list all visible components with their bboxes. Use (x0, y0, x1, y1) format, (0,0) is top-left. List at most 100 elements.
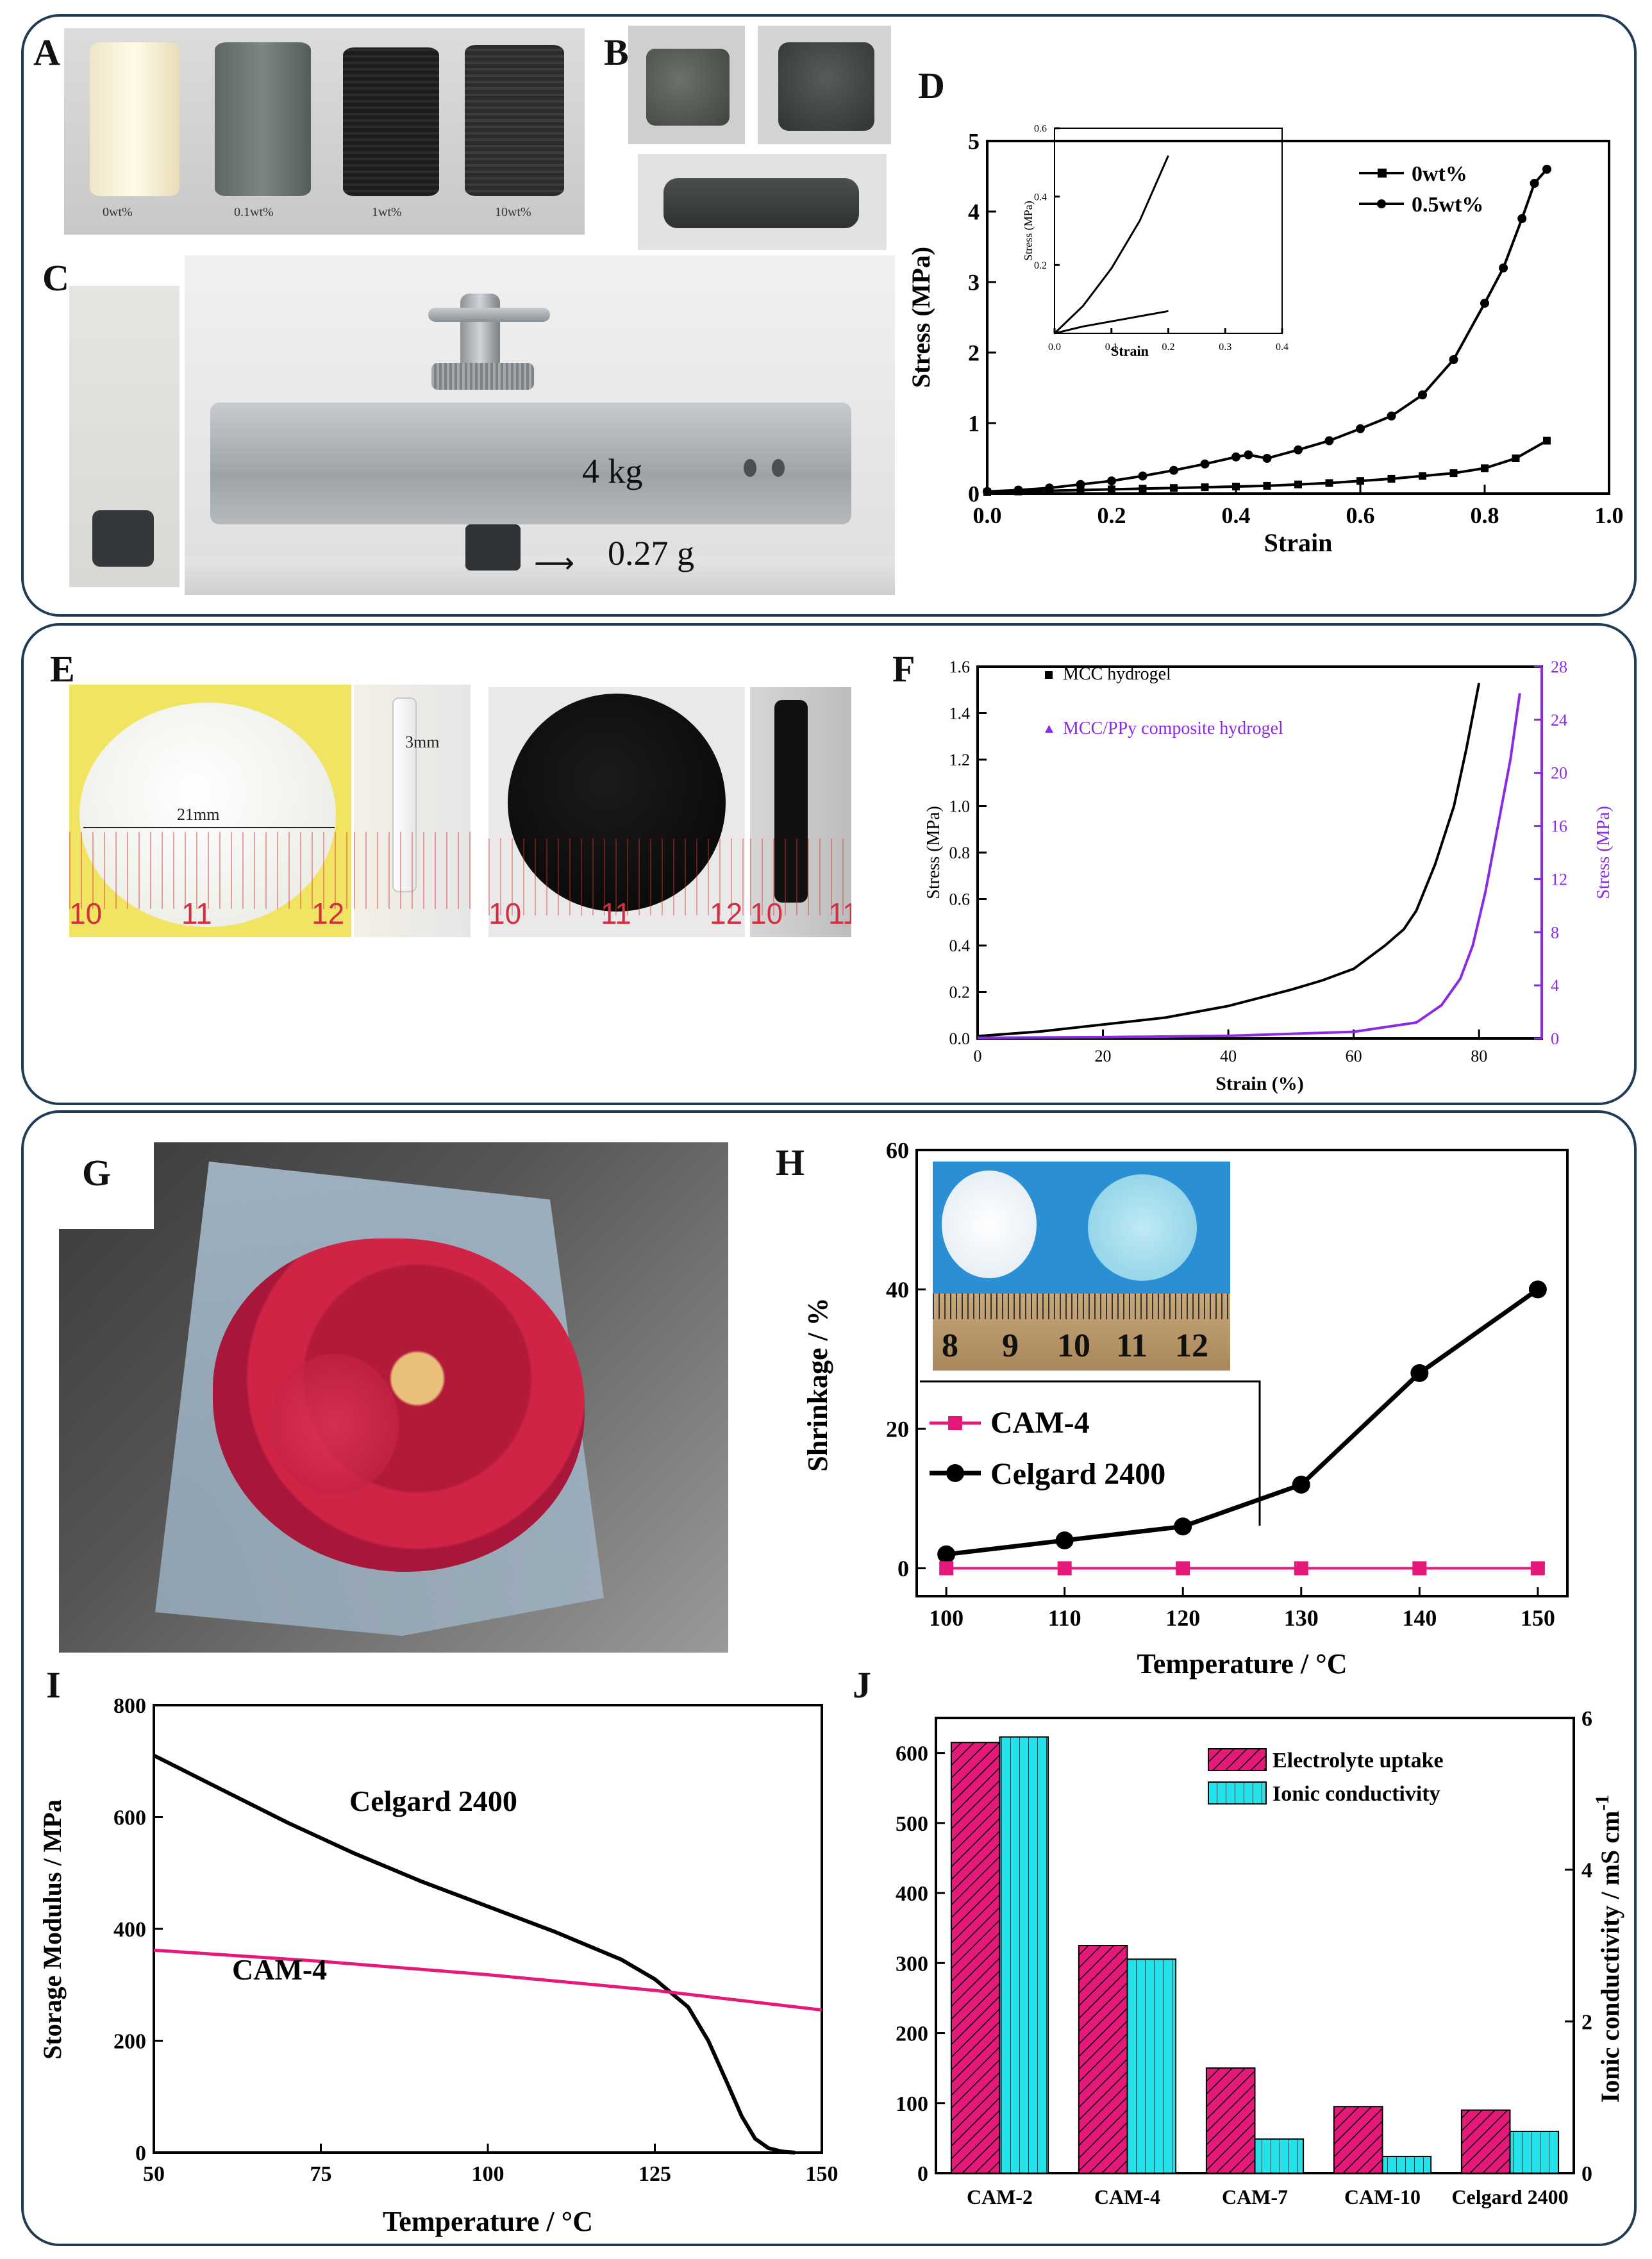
caption-1wt: 1wt% (372, 205, 402, 219)
white-disk (79, 703, 336, 927)
panel-h-inset-photo: 8 9 10 11 12 (933, 1162, 1230, 1371)
y-axis-label: Stress (MPa) (906, 247, 935, 388)
annotation-celgard: Celgard 2400 (349, 1785, 517, 1817)
inset-series-line-0.5wt% (1053, 155, 1169, 335)
data-point (1200, 459, 1210, 469)
y-tick-label: 600 (113, 1806, 146, 1830)
y-axis-label: Stress (MPa) (924, 806, 944, 899)
ruler-number: 11 (181, 897, 212, 930)
caption-0.1wt: 0.1wt% (234, 205, 274, 219)
white-corner (59, 1142, 154, 1229)
bar-ionic-conductivity (1509, 2130, 1560, 2174)
panel-label-d: D (918, 65, 945, 106)
white-disk-side (392, 697, 417, 892)
y-tick-label: 5 (968, 129, 980, 154)
y-right-tick-label: 8 (1551, 923, 1559, 942)
ruler-number: 10 (750, 897, 783, 930)
x-tick-label: Celgard 2400 (1451, 2185, 1568, 2208)
series-line-mcc-ppy (977, 693, 1521, 1039)
chart-f: 0 20 40 60 80 0.0 0.2 0.4 0.6 0.8 1.0 1.2 1.4 1.6 0 4 8 1… (924, 658, 1614, 1094)
x-tick-label: 0.4 (1222, 503, 1251, 528)
inset-x-axis-label: Strain (1111, 343, 1149, 359)
inset-ruler-number: 9 (1002, 1328, 1019, 1364)
y-tick-label: 200 (896, 2022, 928, 2046)
data-point-celgard (1055, 1531, 1074, 1549)
legend-marker (1378, 169, 1387, 178)
thickness-label: 3mm (405, 733, 440, 751)
cylinder-10wt (465, 45, 564, 196)
x-axis-label: Strain (1264, 528, 1333, 557)
x-tick-label: 130 (1284, 1605, 1319, 1631)
data-point (1449, 469, 1458, 478)
axes-frame (986, 140, 1610, 495)
y-tick-label: 3 (968, 270, 980, 296)
y-tick-label: 1.4 (949, 704, 971, 723)
black-disk-side (774, 700, 808, 903)
bar-ionic-conductivity (1254, 2138, 1305, 2174)
cylinder-0.1wt (215, 42, 311, 196)
data-point-celgard (937, 1545, 956, 1563)
chart-d: 0.0 0.2 0.4 0.6 0.8 1.0 0 1 2 3 4 5 Strain Stress (MP… (906, 124, 1624, 557)
mass-label: 0.27 g (608, 534, 694, 572)
x-tick-label: 120 (1165, 1605, 1200, 1631)
annotation-cam4: CAM-4 (232, 1953, 327, 1986)
ruler-number: 10 (488, 897, 522, 930)
data-point-cam4 (1530, 1561, 1545, 1576)
data-point (1231, 452, 1240, 462)
rose-petal-shade (271, 1354, 399, 1495)
membrane-white (942, 1171, 1037, 1278)
knob (460, 294, 500, 371)
x-axis-label: Temperature / °C (1137, 1648, 1347, 1680)
base-plate (185, 556, 895, 595)
inset-y-axis-label: Stress (MPa) (1022, 201, 1035, 261)
series-line-cam4 (153, 1948, 822, 2012)
cylinder-1wt (343, 47, 439, 196)
data-point-celgard (1174, 1517, 1192, 1536)
data-point-cam4 (1294, 1561, 1308, 1576)
data-point (1517, 214, 1527, 223)
panel-b-photo-3 (638, 154, 887, 250)
x-tick-label: 110 (1048, 1605, 1081, 1631)
panel-label-i: I (46, 1664, 61, 1706)
y-right-tick-label: 20 (1551, 764, 1567, 783)
data-point (1139, 485, 1147, 493)
data-point (1263, 481, 1271, 490)
data-point (983, 487, 992, 496)
y-right-tick-label: 0 (1551, 1029, 1559, 1048)
panel-c-photo-small (69, 286, 179, 587)
data-point (1324, 436, 1334, 446)
legend-marker (948, 1416, 962, 1430)
x-tick-label: 0.0 (1048, 342, 1061, 353)
y-tick-label: 60 (886, 1138, 909, 1163)
bar-ionic-conductivity (999, 1736, 1049, 2174)
cylinder-0wt (90, 42, 179, 196)
ruler (488, 838, 745, 915)
y-tick-label: 0.8 (949, 844, 971, 862)
y-right-tick-label: 28 (1551, 658, 1567, 676)
y-right-axis-label: Stress (MPa) (1594, 806, 1614, 899)
y-right-tick-label: 0 (1581, 2162, 1592, 2186)
bar-electrolyte-uptake (1460, 2109, 1511, 2174)
y-tick-label: 400 (113, 1918, 146, 1942)
legend-frame (920, 1380, 1261, 1526)
y-right-tick-label: 6 (1581, 1707, 1592, 1731)
chart-i: 50 75 100 125 150 0 200 400 600 800 Temperature / … (38, 1694, 839, 2237)
y-tick-label: 500 (896, 1812, 928, 1836)
y-right-tick-label: 4 (1581, 1859, 1592, 1883)
y-tick-label: 4 (968, 199, 980, 225)
diameter-arrow (83, 827, 335, 828)
y-tick-label: 2 (968, 340, 980, 366)
y-tick-label: 600 (896, 1742, 928, 1766)
chart-h: 100 110 120 130 140 150 0 20 40 60 Temperature / °… (802, 1138, 1569, 1680)
inset-ruler-number: 8 (942, 1328, 958, 1364)
y-right-axis-label: Ionic conductivity / mS cm-1 (1592, 1795, 1624, 2103)
x-tick-label: 50 (143, 2162, 165, 2186)
data-point (1543, 437, 1551, 445)
y-tick-label: 800 (113, 1694, 146, 1718)
legend-label: MCC/PPy composite hydrogel (1063, 719, 1283, 738)
data-point (1294, 445, 1303, 454)
x-tick-label: 100 (472, 2162, 505, 2186)
y-tick-label: 0 (897, 1556, 909, 1581)
x-tick-label: 0.2 (1162, 342, 1175, 353)
x-tick-label: 150 (806, 2162, 839, 2186)
